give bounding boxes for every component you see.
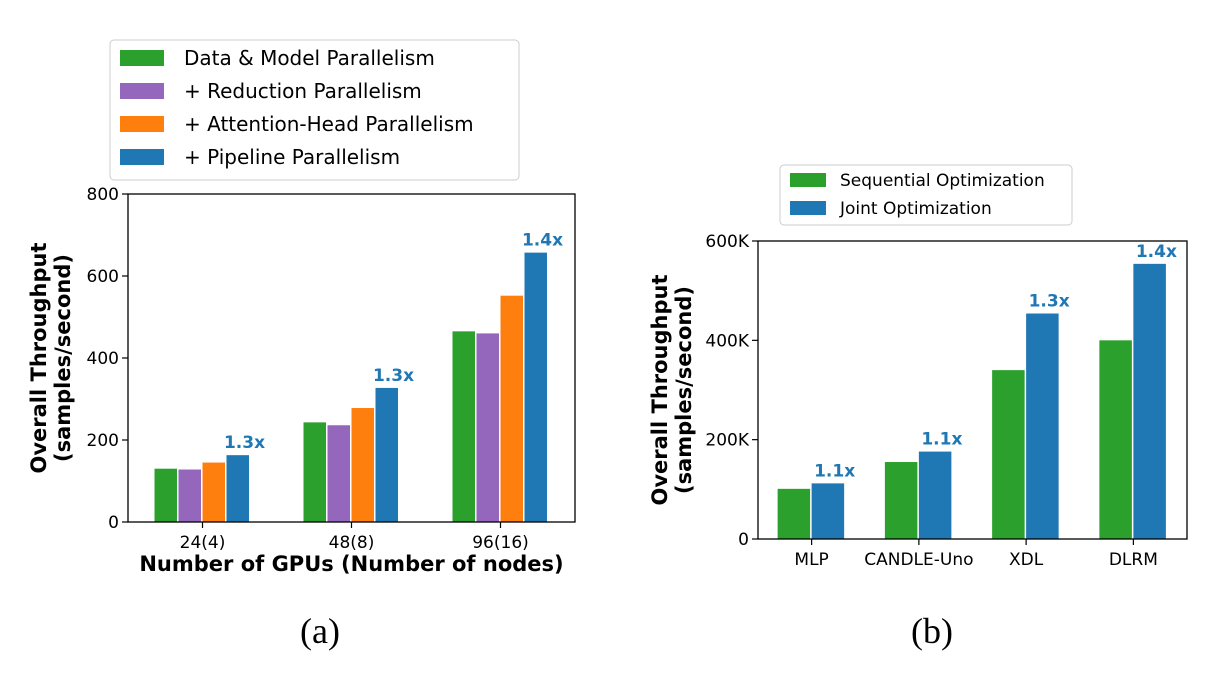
y-tick-label: 200K (705, 431, 749, 451)
plot-frame (127, 193, 576, 523)
bar-sequential-optimization (884, 462, 918, 539)
bar-attention-head-parallelism (351, 408, 374, 522)
y-tick-label: 0 (738, 530, 749, 550)
legend-label: + Pipeline Parallelism (184, 145, 400, 169)
bar-sequential-optimization (992, 370, 1025, 539)
legend-box (779, 164, 1073, 226)
x-tick-label: MLP (794, 550, 828, 570)
plot-frame (757, 240, 1188, 540)
x-axis-label: Number of GPUs (Number of nodes) (139, 552, 563, 576)
bar-pipeline-parallelism (524, 252, 547, 522)
y-tick-label: 0 (108, 513, 119, 533)
legend-swatch (120, 50, 164, 66)
bar-reduction-parallelism (476, 333, 499, 522)
x-tick-label: 48(8) (329, 533, 375, 553)
y-axis-label: Overall Throughput (648, 274, 672, 505)
y-axis-label: (samples/second) (51, 254, 75, 462)
y-tick-label: 600 (87, 267, 119, 287)
legend-label: Joint Optimization (839, 199, 992, 219)
chart-panel-a: 0 200 400 600 800 24(4) 1.3x 48(8) 1.3x 96(16) 1.4… (27, 39, 576, 651)
legend-swatch (120, 116, 164, 132)
bar-joint-optimization (811, 483, 845, 539)
chart-panel-b: 0 200K 400K 600K MLP 1.1x CANDLE-Uno 1.1x XDL 1.3… (648, 164, 1188, 651)
x-tick-label: 96(16) (472, 533, 529, 553)
legend-swatch (790, 173, 826, 187)
speedup-annotation: 1.4x (522, 231, 563, 251)
x-tick-label: DLRM (1109, 550, 1158, 570)
speedup-annotation: 1.1x (921, 430, 962, 450)
bar-data-model-parallelism (154, 468, 177, 522)
speedup-annotation: 1.4x (1136, 242, 1177, 262)
legend-label: + Reduction Parallelism (184, 79, 422, 103)
legend-swatch (790, 201, 826, 215)
y-axis-label: Overall Throughput (27, 242, 51, 473)
bar-joint-optimization (1026, 313, 1059, 539)
x-tick-label: XDL (1009, 550, 1044, 570)
y-axis-label: (samples/second) (672, 286, 696, 494)
x-tick-label: CANDLE-Uno (864, 550, 973, 570)
bar-joint-optimization (918, 451, 952, 539)
legend-label: Data & Model Parallelism (184, 46, 435, 70)
legend: Data & Model Parallelism + Reduction Para… (109, 39, 520, 181)
legend: Sequential Optimization Joint Optimizatio… (779, 164, 1073, 226)
bar-reduction-parallelism (178, 469, 201, 522)
y-tick-label: 400K (705, 331, 749, 351)
bar-attention-head-parallelism (202, 462, 225, 522)
y-tick-label: 400 (87, 349, 119, 369)
bar-sequential-optimization (777, 488, 811, 539)
legend-box (109, 39, 520, 181)
bar-reduction-parallelism (327, 425, 350, 522)
bar-joint-optimization (1133, 263, 1166, 539)
bar-data-model-parallelism (452, 331, 475, 522)
figure-caption: (a) (300, 611, 340, 651)
speedup-annotation: 1.3x (373, 366, 414, 386)
figure-caption: (b) (911, 611, 953, 651)
legend-swatch (120, 83, 164, 99)
y-tick-label: 200 (87, 431, 119, 451)
bar-pipeline-parallelism (226, 455, 249, 522)
speedup-annotation: 1.3x (1029, 292, 1070, 312)
legend-label: + Attention-Head Parallelism (184, 112, 474, 136)
y-tick-label: 800 (87, 185, 119, 205)
speedup-annotation: 1.1x (814, 461, 855, 481)
bar-pipeline-parallelism (375, 387, 398, 522)
legend-swatch (120, 149, 164, 165)
x-tick-label: 24(4) (180, 533, 226, 553)
speedup-annotation: 1.3x (224, 433, 265, 453)
y-tick-label: 600K (705, 232, 749, 252)
legend-label: Sequential Optimization (840, 171, 1045, 191)
bar-data-model-parallelism (303, 422, 326, 522)
bar-attention-head-parallelism (500, 295, 523, 522)
bar-sequential-optimization (1099, 340, 1132, 539)
